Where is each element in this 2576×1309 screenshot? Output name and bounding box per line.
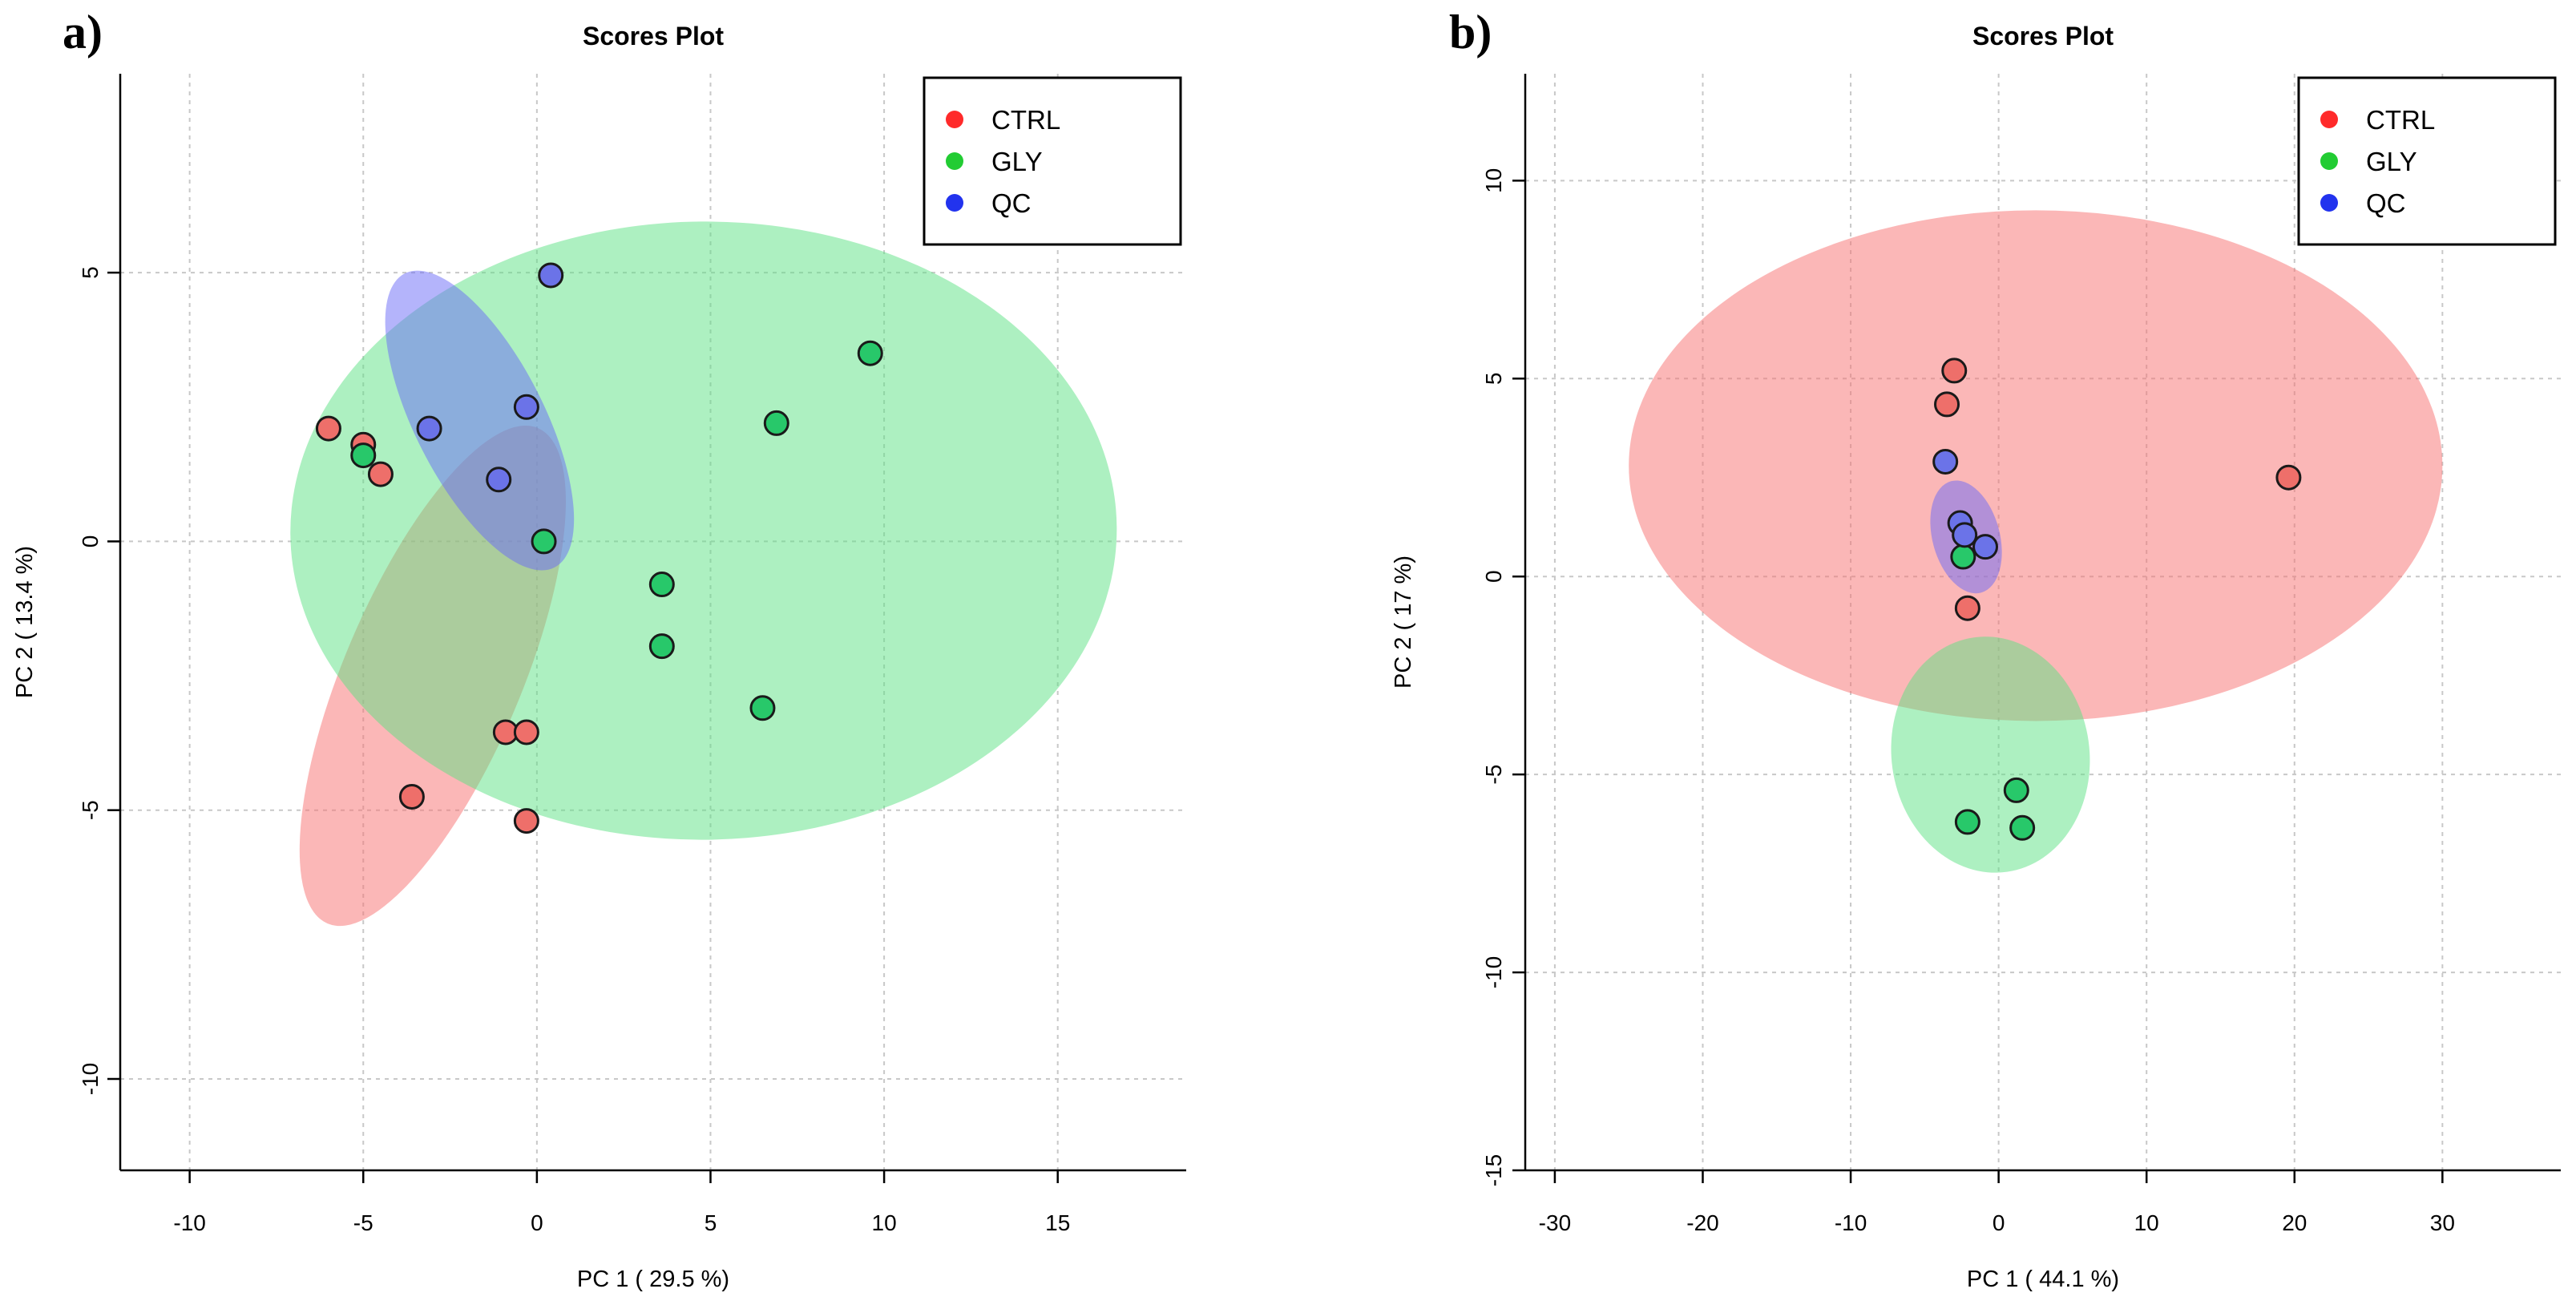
panel-a: a) Scores Plot -10 -5 0 5 10 15 -10 -5 0 5 PC 1 ( 29… (12, 6, 1186, 1292)
point-qc (513, 394, 539, 420)
y-tick-label: 0 (78, 535, 103, 548)
point-gly (857, 340, 883, 366)
point-gly (1954, 809, 1980, 835)
x-tick-label: 5 (705, 1210, 717, 1235)
point-gly (2009, 814, 2036, 841)
legend-label-gly: GLY (2366, 147, 2417, 176)
point-ctrl (2275, 464, 2302, 491)
y-tick-label: 5 (78, 266, 103, 279)
panel-label-a: a) (63, 6, 103, 59)
legend-label-gly: GLY (991, 147, 1043, 176)
plot-title-a: Scores Plot (583, 22, 724, 51)
points-a (315, 262, 883, 834)
x-tick-label: -10 (1835, 1210, 1867, 1235)
legend-marker-ctrl (2320, 111, 2338, 128)
ellipse-qc (385, 270, 575, 571)
point-gly (2003, 777, 2029, 803)
panel-b: b) Scores Plot -30 -20 -10 0 10 20 30 -15 -10 -5 0 5 1… (1391, 6, 2561, 1292)
x-tick-label: 0 (531, 1210, 543, 1235)
x-tick-label: -10 (173, 1210, 205, 1235)
x-tick-label: 15 (1045, 1210, 1070, 1235)
x-tick-label: 30 (2430, 1210, 2455, 1235)
legend-marker-qc (2320, 194, 2338, 212)
x-tick-label: 20 (2282, 1210, 2307, 1235)
y-tick-label: -5 (78, 800, 103, 820)
point-gly (763, 410, 789, 436)
legend-label-qc: QC (991, 188, 1032, 218)
legend-marker-gly (946, 152, 963, 170)
point-ctrl (513, 808, 539, 834)
point-qc (1952, 522, 1978, 548)
x-tick-label: 10 (872, 1210, 897, 1235)
y-tick-label: -5 (1481, 765, 1506, 785)
point-ctrl (398, 783, 425, 810)
legend-marker-gly (2320, 152, 2338, 170)
point-qc (1932, 448, 1959, 475)
x-tick-label: -5 (353, 1210, 373, 1235)
point-gly (1950, 543, 1976, 570)
points-b (1932, 358, 2302, 841)
ellipse-gly (1891, 636, 2090, 873)
legend-a: CTRL GLY QC (923, 76, 1182, 246)
y-tick-label: -10 (78, 1063, 103, 1095)
legend-marker-qc (946, 194, 963, 212)
x-tick-label: 0 (1993, 1210, 2005, 1235)
point-gly (749, 695, 776, 721)
y-axis-label-b: PC 2 ( 17 %) (1391, 556, 1416, 689)
legend-marker-ctrl (946, 111, 963, 128)
point-qc (486, 467, 512, 493)
point-ctrl (1934, 391, 1960, 418)
point-gly (350, 442, 377, 469)
legend-box (923, 76, 1182, 246)
point-qc (1972, 534, 1999, 560)
panel-label-b: b) (1449, 6, 1492, 59)
ellipse-ctrl (1629, 210, 2443, 721)
y-tick-label: 0 (1481, 570, 1506, 583)
y-tick-label: -10 (1481, 956, 1506, 988)
point-gly (648, 633, 675, 660)
y-tick-label: -15 (1481, 1154, 1506, 1186)
point-ctrl (315, 415, 341, 442)
y-tick-label: 10 (1481, 168, 1506, 193)
x-axis-label-b: PC 1 ( 44.1 %) (1967, 1267, 2119, 1292)
legend-label-ctrl: CTRL (991, 105, 1060, 135)
x-tick-label: -30 (1539, 1210, 1571, 1235)
point-gly (531, 528, 557, 555)
confidence-ellipses-b (1629, 210, 2443, 873)
legend-box (2297, 76, 2557, 246)
point-ctrl (513, 719, 539, 745)
plot-title-b: Scores Plot (1972, 22, 2114, 51)
point-ctrl (1941, 358, 1968, 384)
x-axis-label-a: PC 1 ( 29.5 %) (577, 1267, 729, 1292)
point-ctrl (367, 461, 394, 487)
point-ctrl (1954, 595, 1980, 621)
y-axis-label-a: PC 2 ( 13.4 %) (12, 546, 38, 698)
legend-label-qc: QC (2366, 188, 2406, 218)
legend-label-ctrl: CTRL (2366, 105, 2435, 135)
x-tick-label: -20 (1686, 1210, 1718, 1235)
point-gly (648, 572, 675, 598)
y-tick-label: 5 (1481, 372, 1506, 385)
confidence-ellipses-a (290, 221, 1117, 927)
point-qc (538, 262, 564, 289)
legend-b: CTRL GLY QC (2297, 76, 2557, 246)
point-qc (416, 415, 442, 442)
x-tick-label: 10 (2134, 1210, 2159, 1235)
